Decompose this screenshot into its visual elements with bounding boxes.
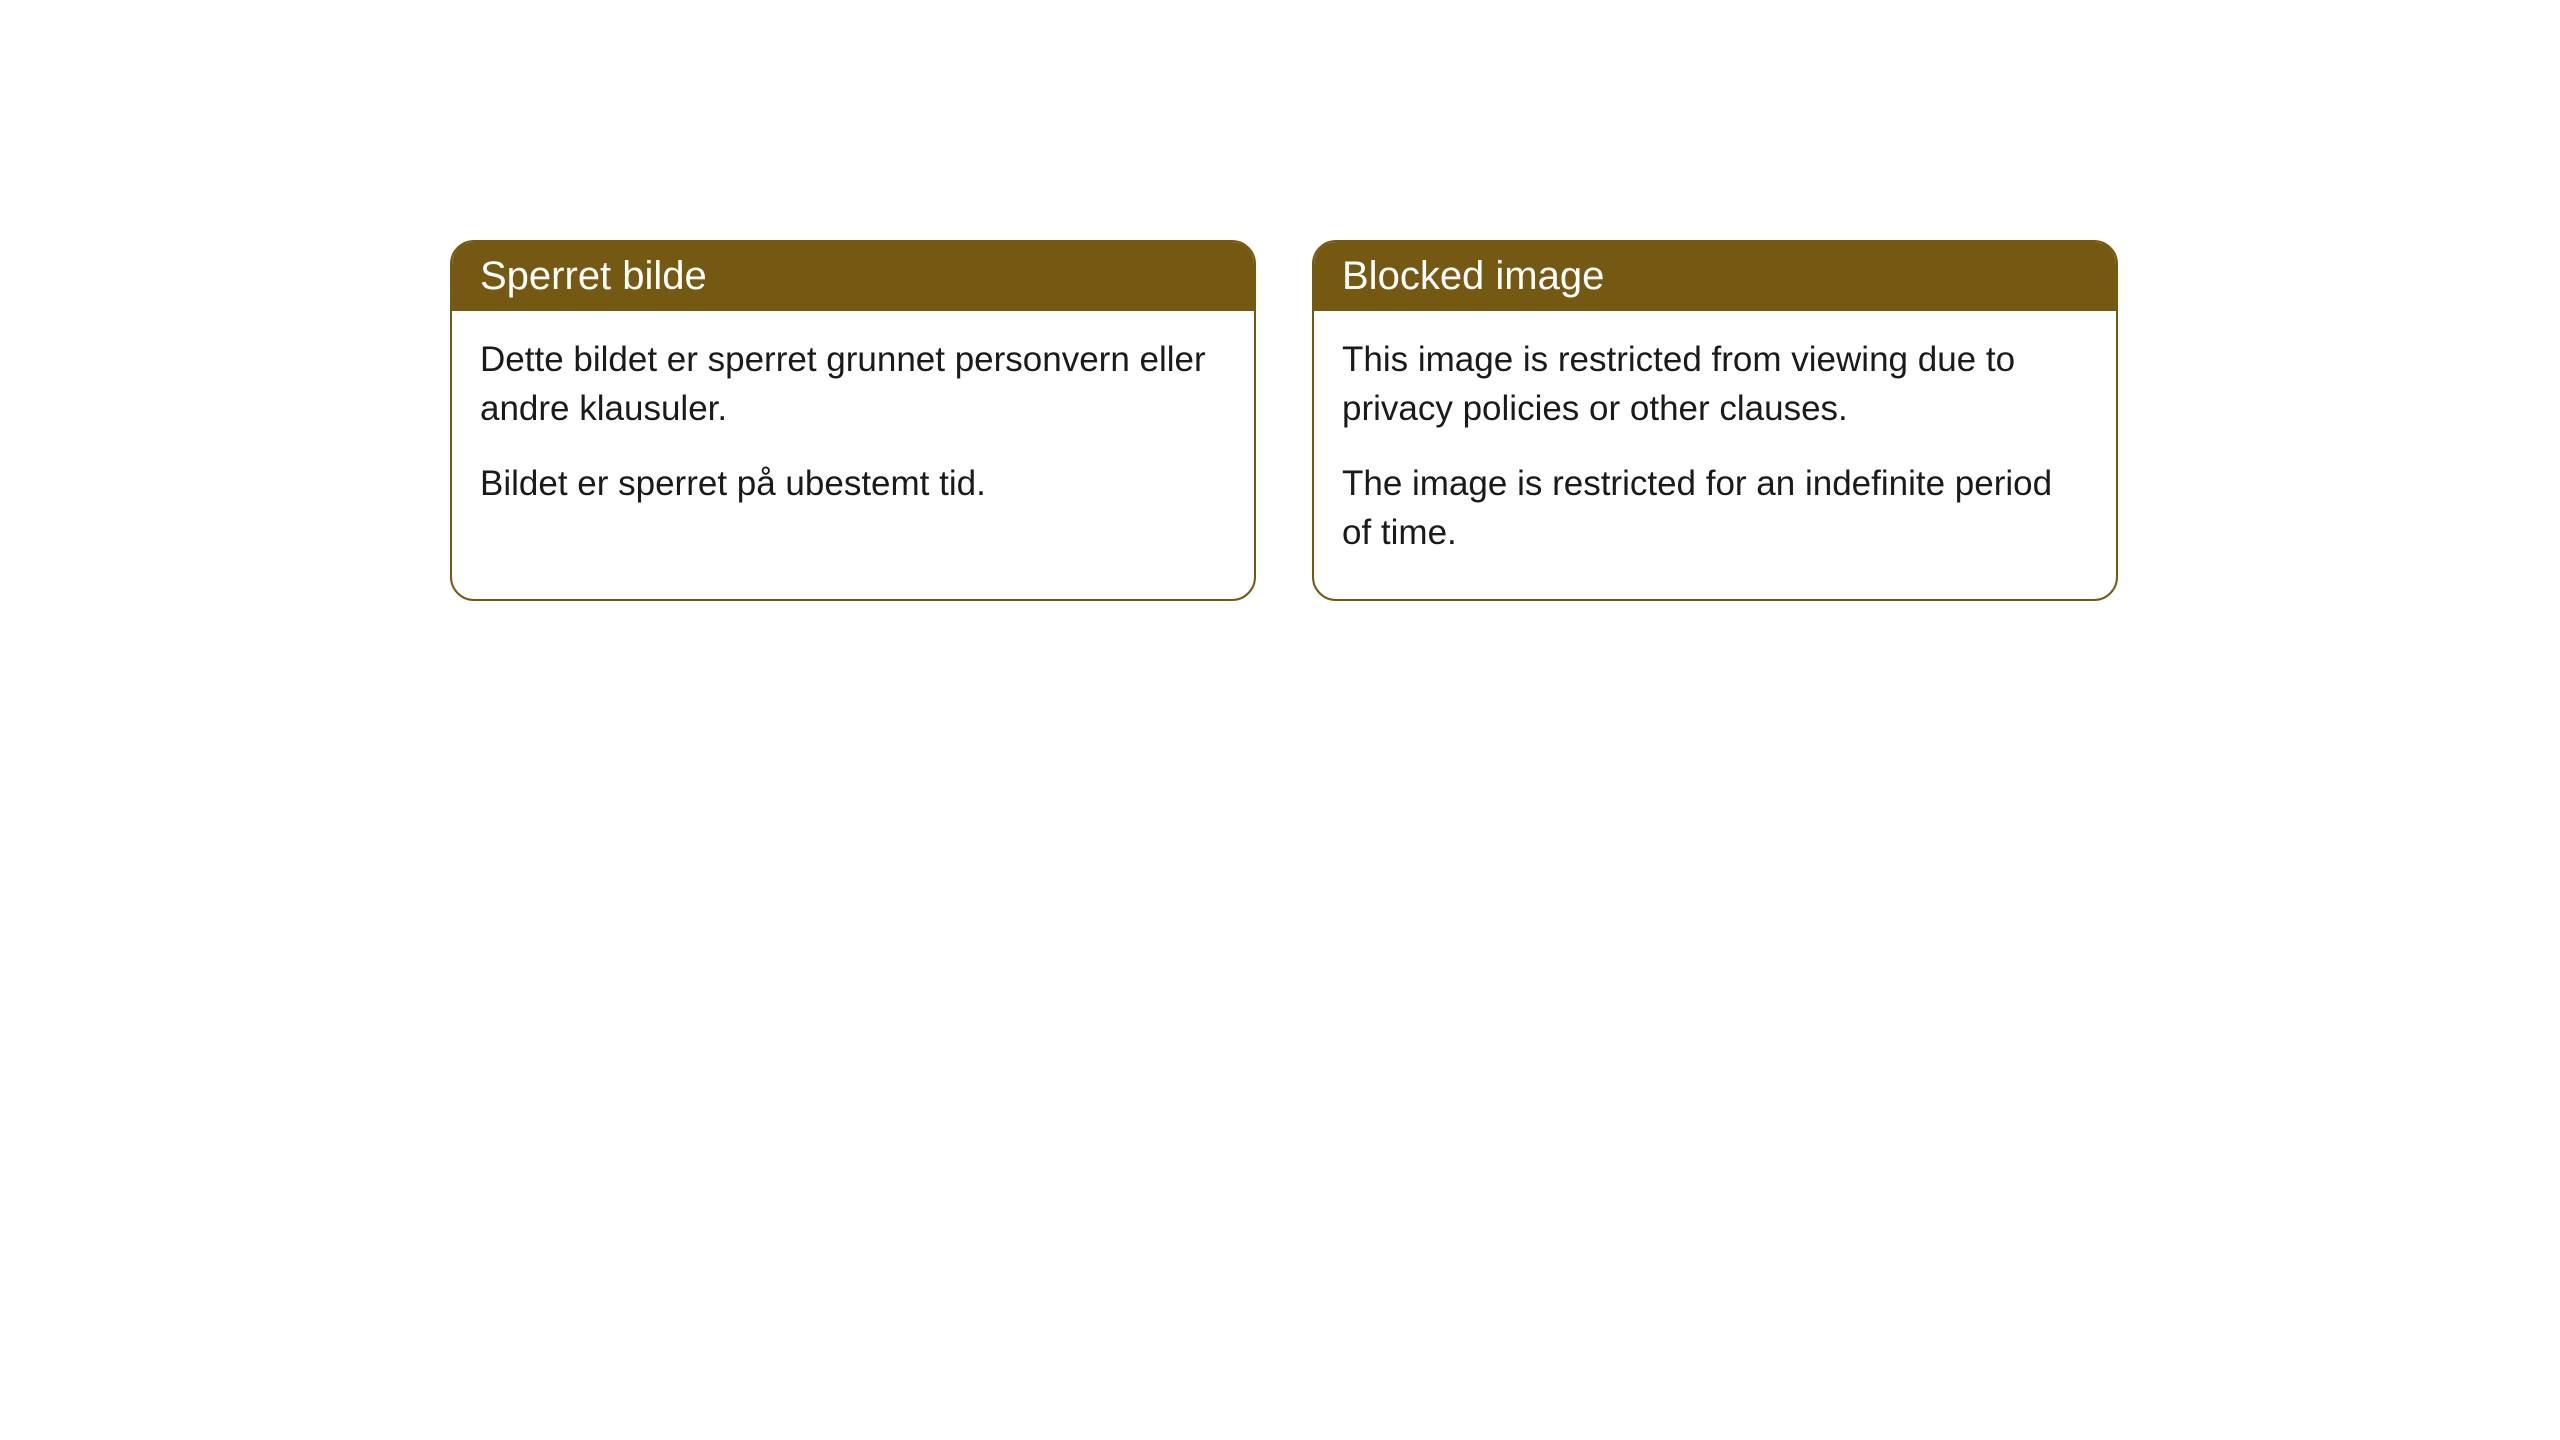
cards-container: Sperret bilde Dette bildet er sperret gr… — [0, 0, 2560, 601]
card-para1-en: This image is restricted from viewing du… — [1342, 335, 2088, 433]
card-para1-no: Dette bildet er sperret grunnet personve… — [480, 335, 1226, 433]
card-header-en: Blocked image — [1314, 242, 2116, 311]
card-title-en: Blocked image — [1342, 254, 1604, 298]
card-para2-no: Bildet er sperret på ubestemt tid. — [480, 459, 1226, 508]
blocked-image-card-no: Sperret bilde Dette bildet er sperret gr… — [450, 240, 1256, 601]
card-body-no: Dette bildet er sperret grunnet personve… — [452, 311, 1254, 550]
blocked-image-card-en: Blocked image This image is restricted f… — [1312, 240, 2118, 601]
card-header-no: Sperret bilde — [452, 242, 1254, 311]
card-para2-en: The image is restricted for an indefinit… — [1342, 459, 2088, 557]
card-body-en: This image is restricted from viewing du… — [1314, 311, 2116, 599]
card-title-no: Sperret bilde — [480, 254, 707, 298]
